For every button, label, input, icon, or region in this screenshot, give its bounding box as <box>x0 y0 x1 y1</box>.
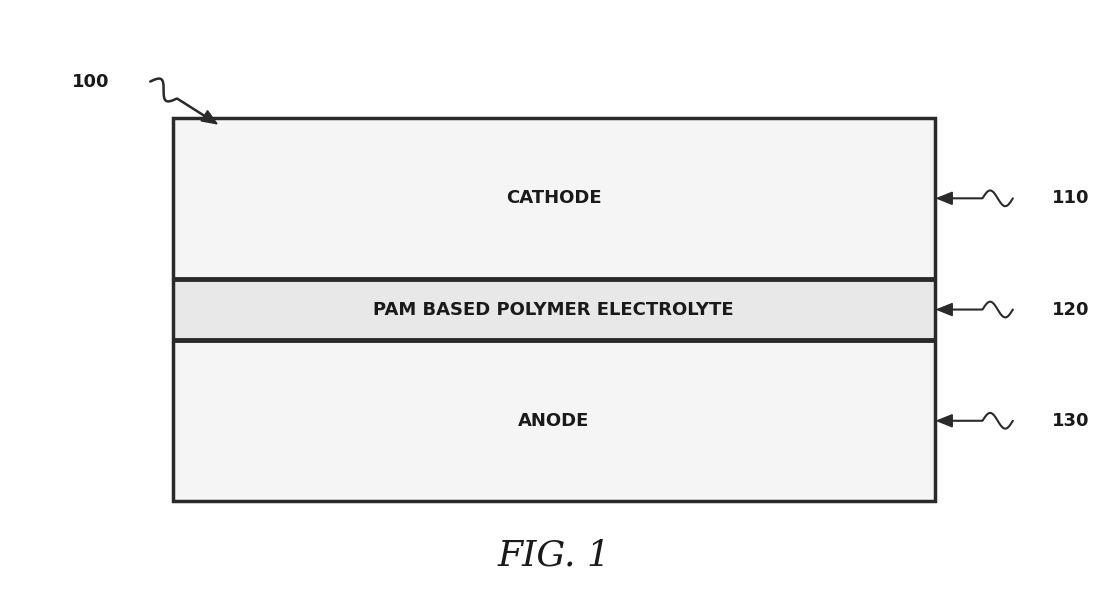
Bar <box>173 279 935 340</box>
Text: 130: 130 <box>1052 412 1090 430</box>
Text: 110: 110 <box>1052 189 1090 207</box>
Text: 120: 120 <box>1052 301 1090 318</box>
Polygon shape <box>201 111 217 124</box>
Text: FIG. 1: FIG. 1 <box>498 539 610 573</box>
Bar <box>173 118 935 279</box>
Text: CATHODE: CATHODE <box>506 189 601 207</box>
Text: 100: 100 <box>72 72 110 91</box>
Bar <box>173 340 935 501</box>
Text: ANODE: ANODE <box>518 412 590 430</box>
Polygon shape <box>937 192 953 204</box>
Text: PAM BASED POLYMER ELECTROLYTE: PAM BASED POLYMER ELECTROLYTE <box>373 301 735 318</box>
Polygon shape <box>937 303 953 316</box>
Polygon shape <box>937 415 953 427</box>
Bar <box>173 118 935 501</box>
